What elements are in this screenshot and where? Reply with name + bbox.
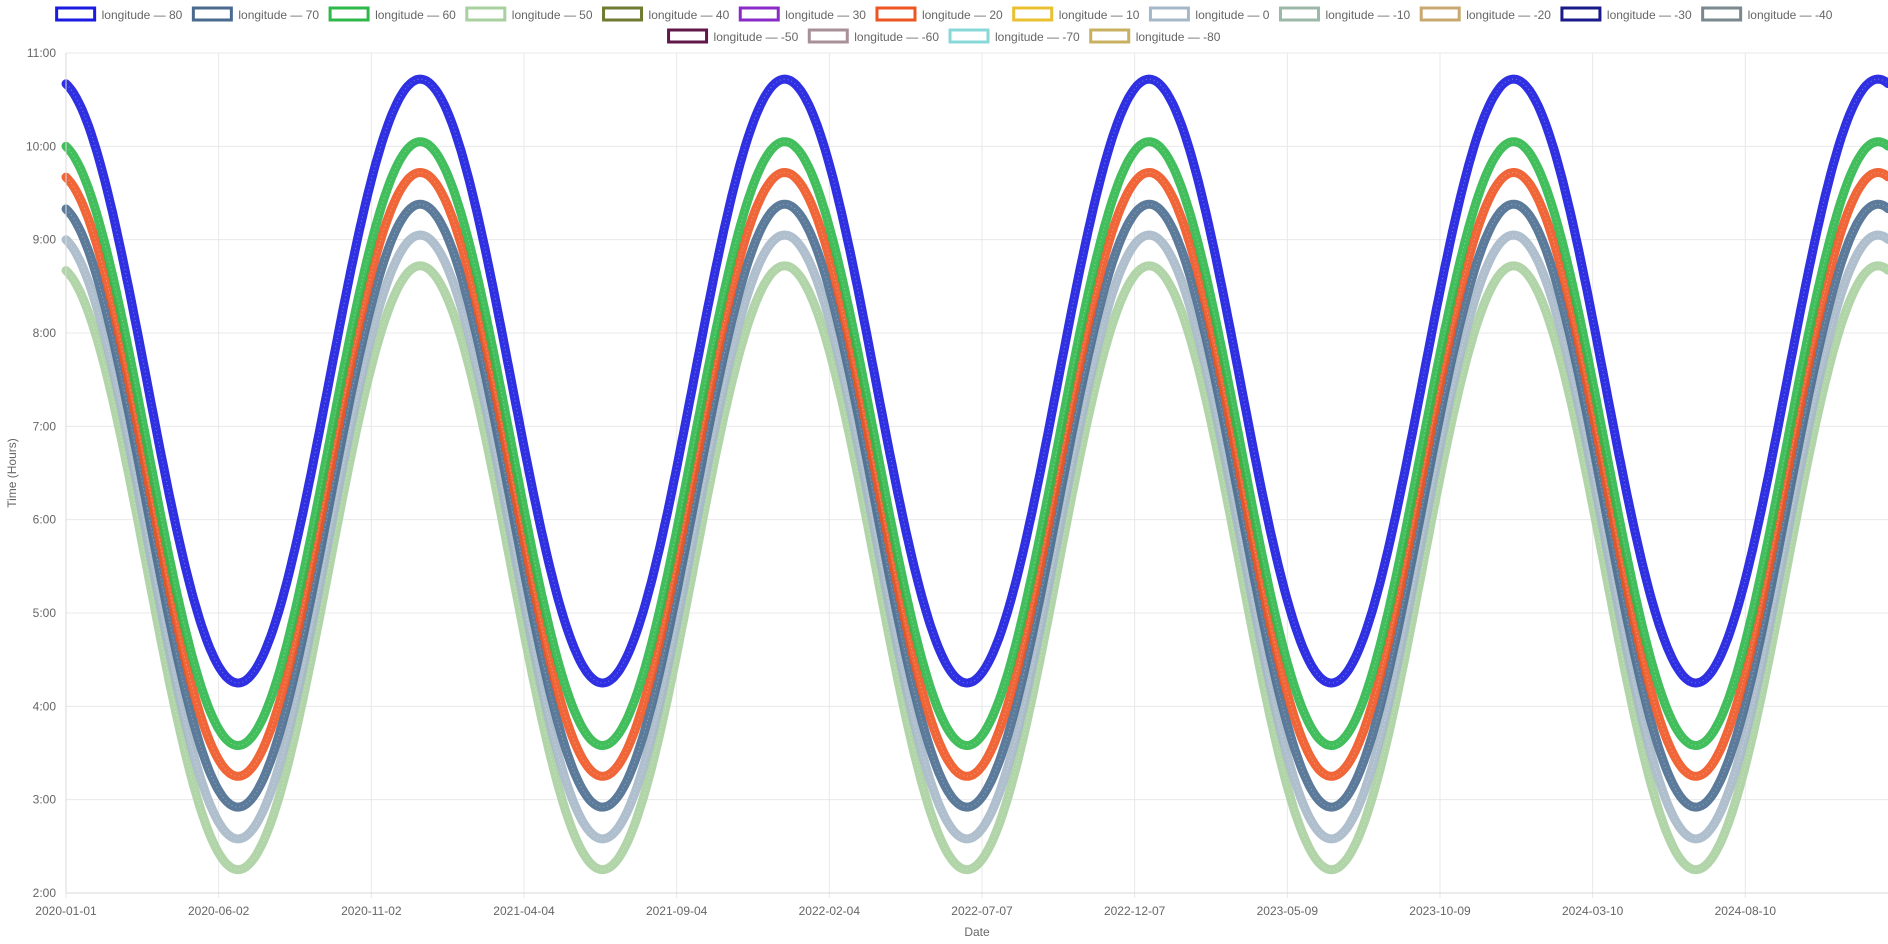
legend-label: longitude — -40 — [1748, 8, 1833, 22]
legend-swatch — [191, 6, 233, 22]
legend-item[interactable]: longitude — 30 — [738, 6, 866, 22]
legend-item[interactable]: longitude — -70 — [948, 28, 1080, 44]
y-tick-label: 9:00 — [33, 233, 57, 247]
x-tick-label: 2020-01-01 — [35, 904, 97, 918]
legend-label: longitude — 40 — [649, 8, 730, 22]
x-tick-label: 2022-12-07 — [1104, 904, 1166, 918]
legend-item[interactable]: longitude — 50 — [465, 6, 593, 22]
y-tick-label: 8:00 — [33, 326, 57, 340]
legend-swatch — [602, 6, 644, 22]
legend-item[interactable]: longitude — -60 — [807, 28, 939, 44]
legend-item[interactable]: longitude — 80 — [55, 6, 183, 22]
legend-label: longitude — -20 — [1466, 8, 1551, 22]
legend-label: longitude — 60 — [375, 8, 456, 22]
legend-item[interactable]: longitude — 70 — [191, 6, 319, 22]
series-longitude-0 — [61, 230, 1888, 844]
legend-item[interactable]: longitude — -30 — [1560, 6, 1692, 22]
legend-label: longitude — -10 — [1325, 8, 1410, 22]
legend-label: longitude — 10 — [1059, 8, 1140, 22]
legend-label: longitude — -80 — [1136, 30, 1221, 44]
x-tick-label: 2020-06-02 — [188, 904, 250, 918]
series-band — [61, 137, 1888, 750]
series-band — [61, 168, 1888, 781]
legend-swatch — [1278, 6, 1320, 22]
y-tick-label: 7:00 — [33, 419, 57, 433]
legend-label: longitude — -60 — [854, 30, 939, 44]
legend-item[interactable]: longitude — 20 — [875, 6, 1003, 22]
legend-item[interactable]: longitude — -40 — [1701, 6, 1833, 22]
x-tick-label: 2024-03-10 — [1562, 904, 1624, 918]
legend-swatch — [807, 28, 849, 44]
legend-item[interactable]: longitude — 60 — [328, 6, 456, 22]
legend-swatch — [1089, 28, 1131, 44]
x-tick-label: 2021-09-04 — [646, 904, 708, 918]
legend-swatch — [1012, 6, 1054, 22]
x-tick-label: 2024-08-10 — [1715, 904, 1777, 918]
legend-label: longitude — 80 — [102, 8, 183, 22]
series-longitude-50 — [61, 261, 1888, 875]
legend-item[interactable]: longitude — 0 — [1148, 6, 1270, 22]
legend-label: longitude — 30 — [785, 8, 866, 22]
series-layer — [61, 74, 1888, 875]
legend-swatch — [465, 6, 507, 22]
x-axis-title: Date — [964, 925, 990, 939]
x-tick-label: 2023-10-09 — [1409, 904, 1471, 918]
axes: 2:00 3:00 4:00 5:00 6:00 7:00 8:00 9:00 10:00 11:… — [26, 46, 1888, 918]
x-tick-label: 2021-04-04 — [493, 904, 555, 918]
series-band — [61, 199, 1888, 812]
legend-swatch — [738, 6, 780, 22]
series-longitude-70 — [61, 199, 1888, 812]
legend-swatch — [1560, 6, 1602, 22]
x-tick-label: 2022-07-07 — [951, 904, 1013, 918]
y-tick-label: 5:00 — [33, 606, 57, 620]
legend-swatch — [1419, 6, 1461, 22]
y-tick-label: 11:00 — [27, 46, 56, 60]
legend-label: longitude — -70 — [995, 30, 1080, 44]
legend-label: longitude — -30 — [1607, 8, 1692, 22]
x-tick-label: 2020-11-02 — [341, 904, 402, 918]
legend-swatch — [875, 6, 917, 22]
legend-item[interactable]: longitude — -50 — [667, 28, 799, 44]
series-band — [61, 74, 1888, 688]
legend-label: longitude — 20 — [922, 8, 1003, 22]
legend-swatch — [1148, 6, 1190, 22]
x-tick-label: 2022-02-04 — [799, 904, 861, 918]
series-band — [61, 230, 1888, 844]
legend-swatch — [55, 6, 97, 22]
y-tick-label: 6:00 — [33, 513, 57, 527]
y-axis-title: Time (Hours) — [5, 438, 19, 508]
x-tick-label: 2023-05-09 — [1257, 904, 1319, 918]
legend-label: longitude — -50 — [714, 30, 799, 44]
series-longitude-60 — [61, 137, 1888, 750]
legend-item[interactable]: longitude — 40 — [602, 6, 730, 22]
legend-item[interactable]: longitude — -80 — [1089, 28, 1221, 44]
legend[interactable]: longitude — 80 longitude — 70 longitude — … — [55, 6, 1833, 44]
y-tick-label: 3:00 — [33, 793, 57, 807]
series-band — [61, 261, 1888, 875]
legend-swatch — [948, 28, 990, 44]
y-tick-label: 2:00 — [33, 886, 57, 900]
legend-item[interactable]: longitude — 10 — [1012, 6, 1140, 22]
legend-label: longitude — 50 — [512, 8, 593, 22]
y-tick-label: 10:00 — [26, 139, 56, 153]
legend-swatch — [667, 28, 709, 44]
y-tick-label: 4:00 — [33, 699, 57, 713]
legend-swatch — [328, 6, 370, 22]
legend-item[interactable]: longitude — -20 — [1419, 6, 1551, 22]
legend-swatch — [1701, 6, 1743, 22]
series-longitude-80 — [61, 74, 1888, 688]
legend-label: longitude — 0 — [1195, 8, 1269, 22]
legend-label: longitude — 70 — [238, 8, 319, 22]
legend-item[interactable]: longitude — -10 — [1278, 6, 1411, 22]
series-longitude-20 — [61, 168, 1888, 781]
